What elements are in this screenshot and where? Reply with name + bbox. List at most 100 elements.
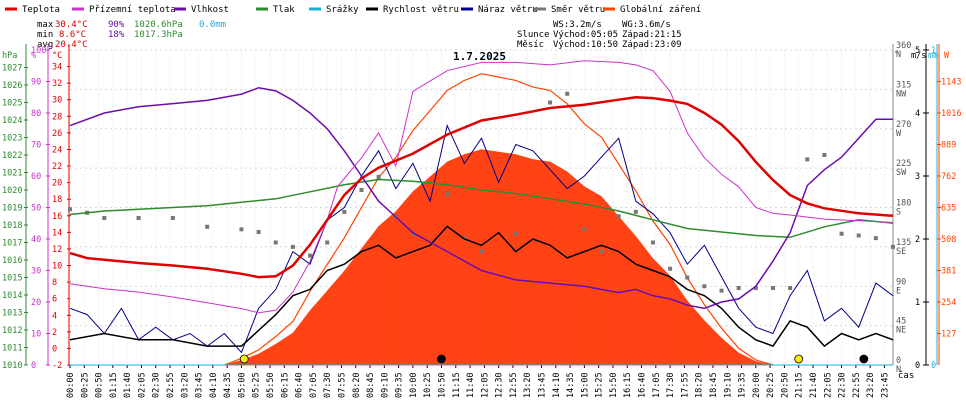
wind-direction-point-35 xyxy=(788,286,793,290)
axis-x-tick-7: 02:55 xyxy=(166,372,176,398)
stat-max-rain: 0.0mm xyxy=(199,20,226,30)
wind-direction-point-40 xyxy=(873,236,878,241)
wind-direction-point-31 xyxy=(719,288,724,293)
axis-x-tick-16: 06:40 xyxy=(295,372,305,398)
axis-hpa-tick-17: 1027 xyxy=(2,64,22,74)
axis-degrees-label: ° xyxy=(894,50,899,60)
wind-direction-point-6 xyxy=(239,227,244,232)
axis-degrees-dir-0: N xyxy=(896,365,901,375)
axis-ms-tick-3: 3 xyxy=(915,172,920,182)
wind-direction-point-26 xyxy=(633,209,638,214)
axis-hpa-tick-6: 1016 xyxy=(2,256,22,266)
axis-x-tick-32: 13:20 xyxy=(523,372,533,398)
axis-x-tick-46: 19:10 xyxy=(723,372,733,398)
axis-degrees-tick-1: 45 xyxy=(896,317,906,327)
wind-direction-point-19 xyxy=(479,249,484,254)
axis-x-tick-17: 07:05 xyxy=(309,372,319,398)
wind-direction-point-29 xyxy=(685,275,690,280)
sun-moon-block: WS:3.2m/s WG:3.6m/s Slunce Východ:05:05 … xyxy=(517,20,682,50)
axis-x-tick-33: 13:45 xyxy=(538,372,548,398)
sun-rise: Východ:05:05 xyxy=(553,30,618,40)
series-pressure xyxy=(69,178,894,239)
axis-x-tick-45: 18:45 xyxy=(709,372,719,398)
marker-1 xyxy=(794,354,804,364)
axis-x-tick-52: 21:40 xyxy=(809,372,819,398)
stat-min-hum: 18% xyxy=(108,30,125,40)
axis-degrees-dir-4: S xyxy=(896,208,901,218)
axis-percent-tick-5: 50 xyxy=(31,204,41,214)
axis-x-tick-35: 14:35 xyxy=(566,372,576,398)
wind-direction-point-41 xyxy=(891,244,895,249)
wind-direction-point-7 xyxy=(256,230,261,234)
legend-label-6: Náraz větru xyxy=(478,5,538,15)
axis-x-tick-44: 18:20 xyxy=(695,372,705,398)
axis-degrees-tick-5: 225 xyxy=(896,159,911,169)
axis-degrees-dir-5: SW xyxy=(896,168,907,178)
axis-x-tick-19: 07:55 xyxy=(337,372,347,398)
axis-ms-tick-4: 4 xyxy=(915,109,920,119)
marker-2 xyxy=(436,354,446,364)
legend-label-0: Teplota xyxy=(22,5,60,15)
axis-x-tick-0: 00:00 xyxy=(66,372,76,398)
axis-x-tick-42: 17:30 xyxy=(666,372,676,398)
axis-mm-tick-1: 1 xyxy=(931,46,936,56)
wind-direction-point-22 xyxy=(565,91,570,96)
wind-direction-point-28 xyxy=(668,266,673,271)
axis-w-tick-1: 254 xyxy=(941,298,956,308)
series-humidity xyxy=(69,87,893,310)
axis-x-tick-6: 02:30 xyxy=(152,372,162,398)
legend: Teplota Přízemní teplota Vlhkost Tlak Srážky… xyxy=(5,5,701,15)
axis-celsius-tick-4: 6 xyxy=(52,295,57,305)
axis-celsius-tick-2: 2 xyxy=(52,328,57,338)
stats-block: max 30.4°C 90% 1020.6hPa 0.0mm min 8.6°C… xyxy=(37,20,226,50)
axis-hpa-tick-9: 1019 xyxy=(2,204,22,214)
axis-hpa-tick-1: 1011 xyxy=(2,344,22,354)
axis-degrees-tick-3: 135 xyxy=(896,238,911,248)
wind-direction-point-2 xyxy=(102,216,107,220)
axis-x-tick-49: 20:25 xyxy=(766,372,776,398)
axis-celsius-tick-17: 32 xyxy=(52,79,62,89)
axis-x-tick-2: 00:50 xyxy=(95,372,105,398)
axis-ms-tick-5: 5 xyxy=(915,46,920,56)
wind-direction-point-17 xyxy=(445,192,450,197)
axis-x-tick-50: 20:50 xyxy=(780,372,790,398)
axis-w-tick-4: 635 xyxy=(941,204,956,214)
stat-max-temp: 30.4°C xyxy=(55,20,88,30)
axis-x-tick-14: 05:50 xyxy=(266,372,276,398)
axis-percent-tick-10: 100 xyxy=(31,46,46,56)
wind-direction-point-24 xyxy=(599,249,604,254)
axis-degrees-tick-0: 0 xyxy=(896,356,901,366)
legend-label-8: Globální záření xyxy=(620,5,701,15)
axis-degrees-tick-8: 360 xyxy=(896,41,911,51)
plot-area xyxy=(68,49,895,366)
wind-direction-point-30 xyxy=(702,284,707,289)
axis-hpa-tick-5: 1015 xyxy=(2,274,22,284)
axis-x-tick-27: 11:15 xyxy=(452,372,462,398)
axis-hpa-tick-12: 1022 xyxy=(2,151,22,161)
axis-mm-label: mm xyxy=(928,51,938,61)
wind-direction-point-4 xyxy=(170,216,175,220)
wind-wg: WG:3.6m/s xyxy=(622,20,671,30)
wind-direction-point-9 xyxy=(290,244,295,249)
wind-direction-point-34 xyxy=(770,286,775,290)
axis-w-tick-0: 127 xyxy=(941,330,956,340)
axis-x-tick-11: 04:35 xyxy=(223,372,233,398)
axis-percent-tick-8: 80 xyxy=(31,109,41,119)
axis-ms-tick-1: 1 xyxy=(915,298,920,308)
legend-label-7: Směr větru xyxy=(551,5,605,15)
stat-min-temp: 8.6°C xyxy=(59,30,86,40)
axis-x-tick-38: 15:50 xyxy=(609,372,619,398)
axis-x-tick-24: 10:00 xyxy=(409,372,419,398)
axis-celsius-tick-18: 34 xyxy=(52,63,62,73)
axis-x-tick-25: 10:25 xyxy=(423,372,433,398)
wind-direction-point-33 xyxy=(753,286,758,290)
axis-celsius-tick-1: 0 xyxy=(52,344,57,354)
axis-celsius-tick-11: 20 xyxy=(52,179,62,189)
axis-x-tick-41: 17:05 xyxy=(652,372,662,398)
axis-hpa-tick-4: 1014 xyxy=(2,291,22,301)
wind-direction-point-27 xyxy=(650,240,655,245)
axis-x-tick-40: 16:40 xyxy=(638,372,648,398)
axis-x-tick-15: 06:15 xyxy=(280,372,290,398)
axis-x-tick-9: 03:45 xyxy=(195,372,205,398)
axis-w-tick-5: 762 xyxy=(941,172,956,182)
